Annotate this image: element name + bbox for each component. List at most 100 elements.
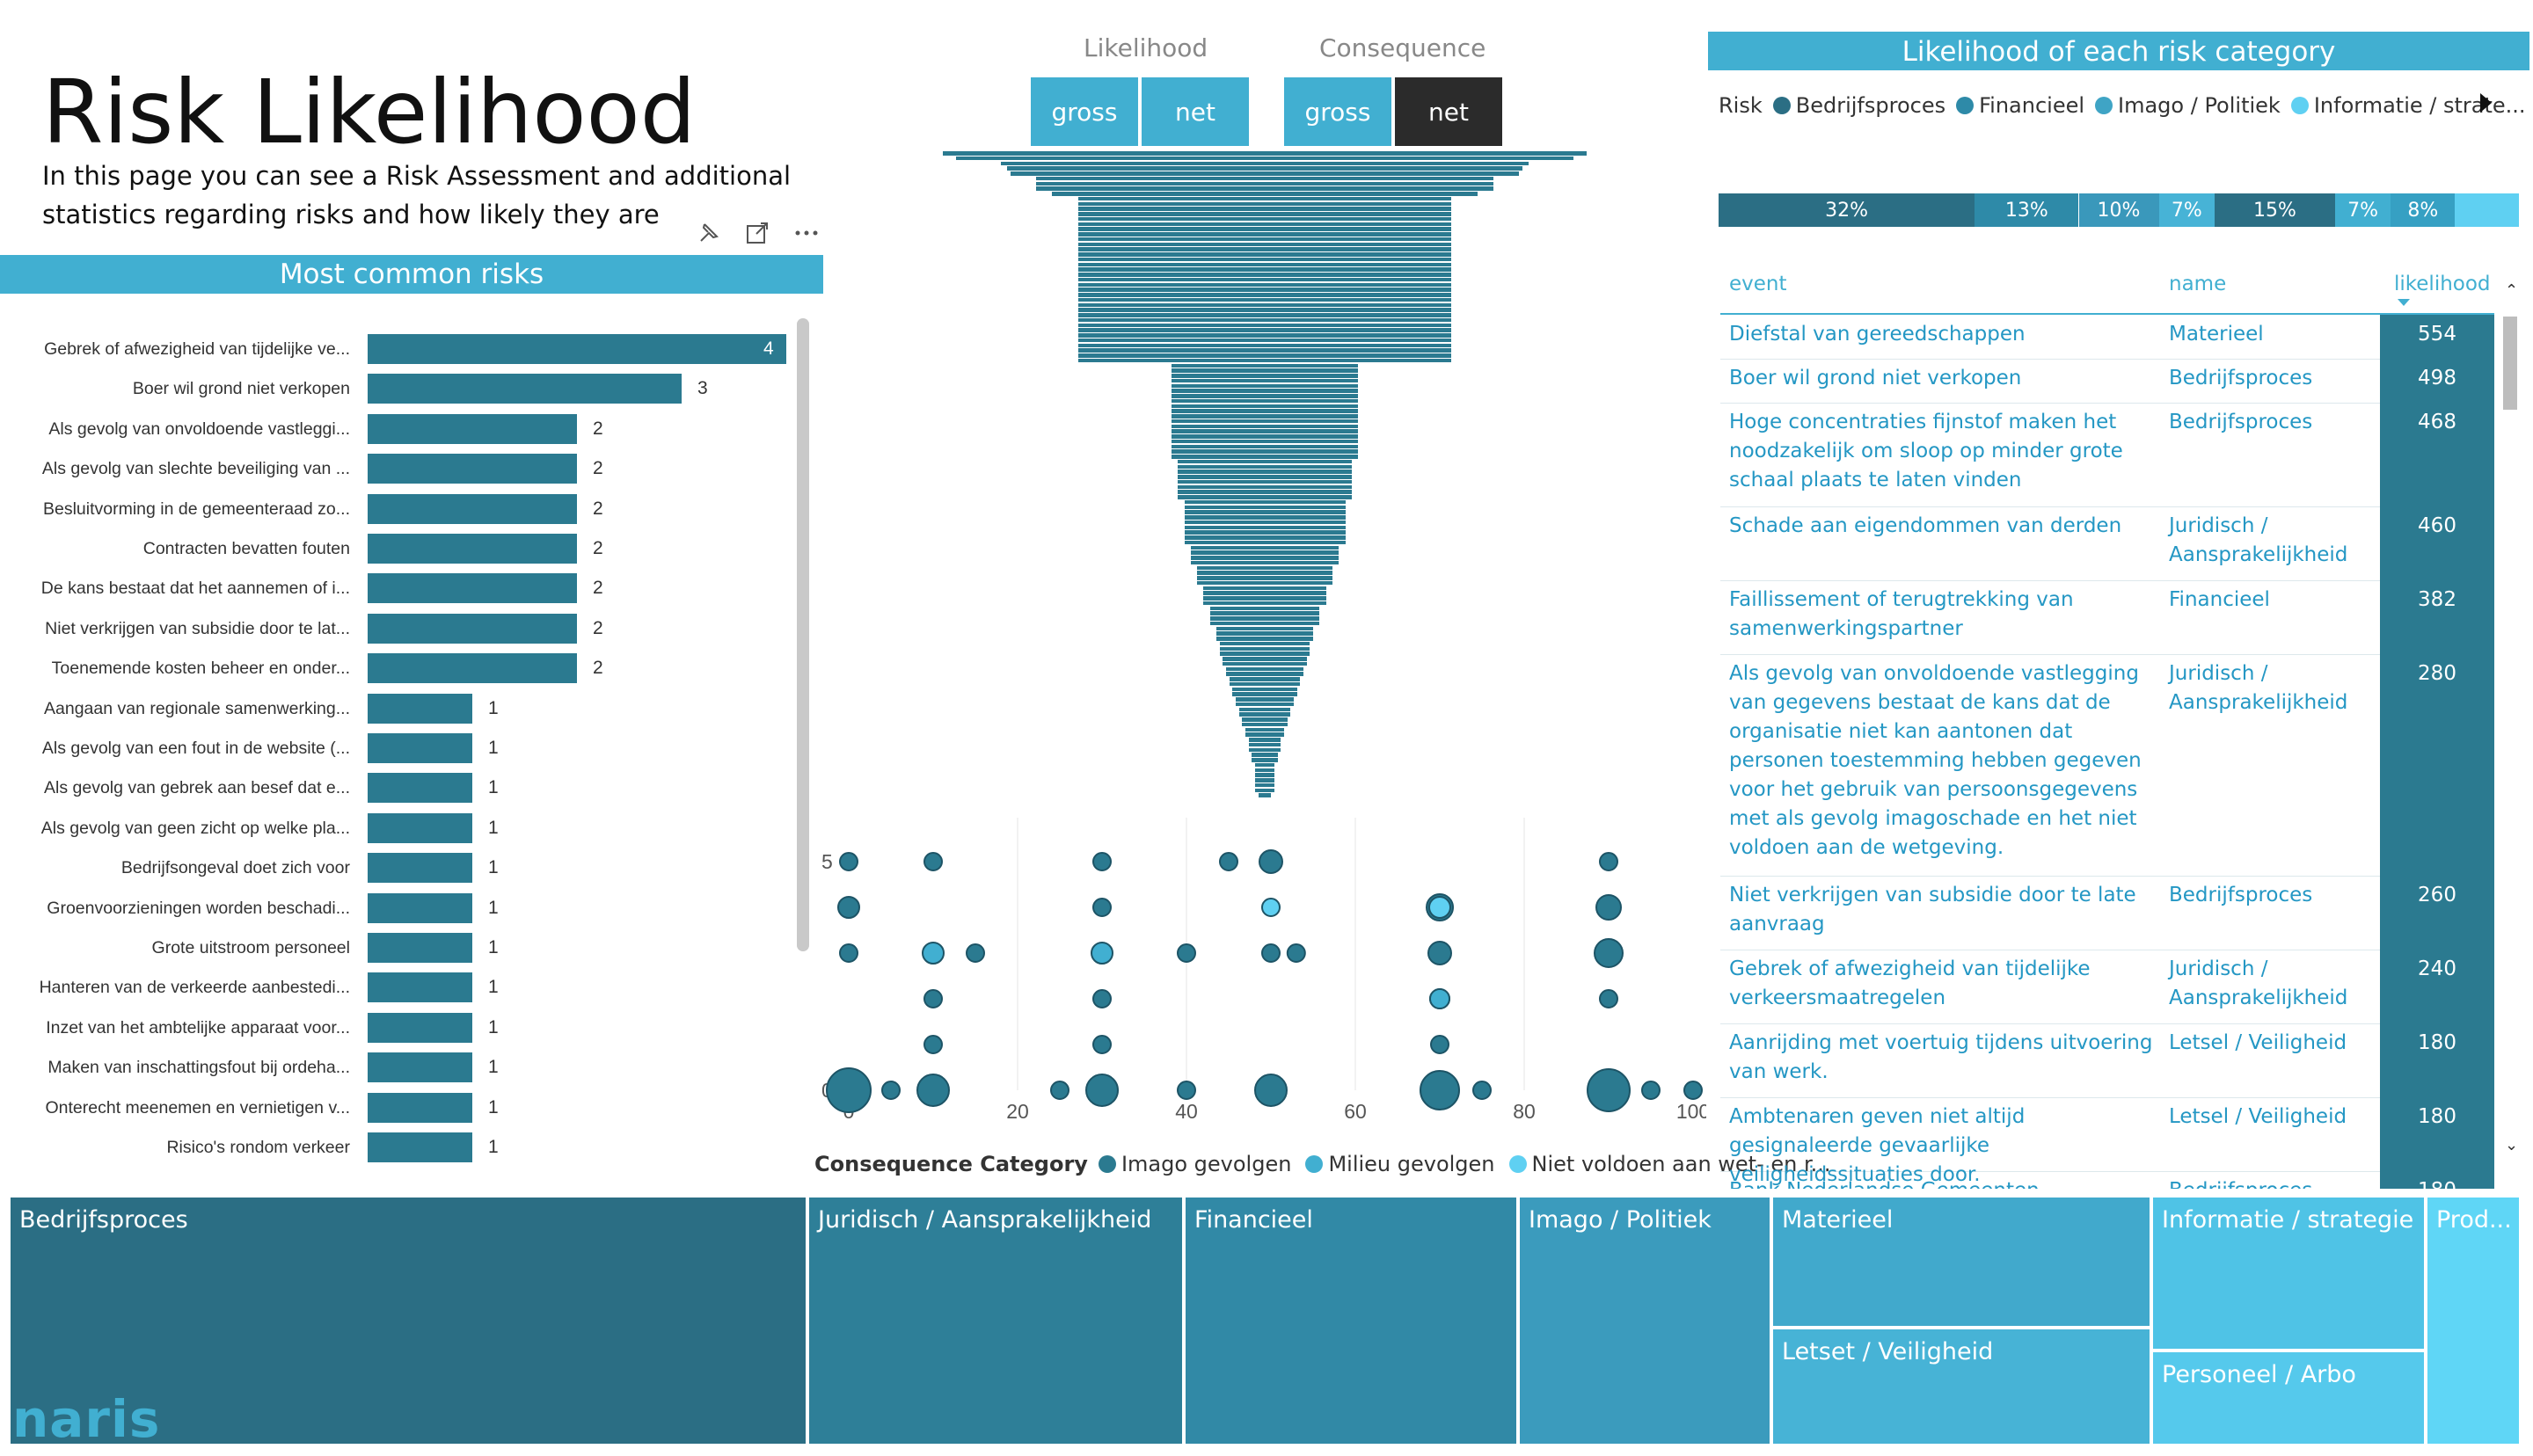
funnel-bar[interactable] — [1236, 702, 1294, 707]
funnel-bar[interactable] — [1223, 661, 1307, 666]
cell-name[interactable]: Bedrijfsproces — [2169, 367, 2313, 389]
scatter-point[interactable] — [1430, 1035, 1449, 1054]
funnel-bar[interactable] — [1178, 479, 1352, 484]
funnel-bar[interactable] — [1077, 328, 1452, 332]
funnel-bar[interactable] — [1197, 580, 1332, 586]
cell-name[interactable]: Bedrijfsproces — [2169, 1176, 2362, 1189]
consequence-net-button[interactable]: net — [1395, 77, 1502, 146]
consequence-gross-button[interactable]: gross — [1284, 77, 1391, 146]
percent-segment[interactable]: 15% — [2215, 193, 2335, 227]
table-scrollbar-thumb[interactable] — [2503, 317, 2517, 410]
bar-row[interactable]: Groenvoorzieningen worden beschadi... 1 — [0, 892, 792, 925]
cell-event[interactable]: Gebrek of afwezigheid van tijdelijke ver… — [1729, 957, 2091, 1009]
funnel-bar[interactable] — [1255, 778, 1274, 783]
scatter-point[interactable] — [1427, 941, 1452, 965]
funnel-bar[interactable] — [1226, 666, 1303, 672]
bar[interactable] — [368, 693, 472, 724]
funnel-bar[interactable] — [1184, 540, 1346, 545]
scatter-point[interactable] — [1219, 852, 1238, 871]
cell-event[interactable]: Schade aan eigendommen van derden — [1729, 514, 2122, 537]
funnel-bar[interactable] — [1036, 181, 1493, 186]
cell-event[interactable]: Als gevolg van onvoldoende vastlegging v… — [1729, 662, 2142, 859]
funnel-bar[interactable] — [1171, 374, 1359, 378]
table-row[interactable]: Bank Nederlandse Gemeenten Bedrijfsproces… — [1720, 1171, 2494, 1189]
funnel-bar[interactable] — [1171, 434, 1359, 439]
scatter-point[interactable] — [1254, 1074, 1288, 1107]
legend-imago-gevolgen[interactable]: Imago gevolgen — [1121, 1152, 1292, 1176]
funnel-bar[interactable] — [1248, 742, 1281, 747]
funnel-bar[interactable] — [1077, 262, 1452, 267]
bar[interactable] — [368, 374, 682, 404]
funnel-bar[interactable] — [1010, 171, 1520, 176]
treemap-materieel[interactable]: Materieel — [1773, 1198, 2150, 1326]
scatter-point[interactable] — [1177, 943, 1196, 963]
funnel-bar[interactable] — [1077, 273, 1452, 277]
bar-row[interactable]: Als gevolg van een fout in de website (.… — [0, 733, 792, 765]
bar-row[interactable]: Als gevolg van gebrek aan besef dat e...… — [0, 773, 792, 804]
funnel-bar[interactable] — [1171, 404, 1359, 409]
scatter-point[interactable] — [826, 1067, 872, 1113]
scatter-point[interactable] — [1599, 852, 1618, 871]
funnel-bar[interactable] — [1184, 515, 1346, 520]
bar[interactable] — [368, 534, 577, 564]
funnel-bar[interactable] — [1219, 652, 1310, 656]
treemap-financieel[interactable]: Financieel — [1186, 1198, 1516, 1444]
bar-row[interactable]: Maken van inschattingsfout bij ordeha...… — [0, 1052, 792, 1084]
funnel-bar[interactable] — [955, 156, 1574, 161]
cell-event[interactable]: Faillissement of terugtrekking van samen… — [1729, 588, 2074, 640]
funnel-bar[interactable] — [1052, 192, 1478, 196]
table-row[interactable]: Niet verkrijgen van subsidie door te lat… — [1720, 876, 2494, 950]
funnel-bar[interactable] — [1077, 242, 1452, 247]
funnel-bar[interactable] — [1203, 591, 1326, 595]
funnel-bar[interactable] — [1190, 556, 1339, 560]
funnel-bar[interactable] — [1171, 419, 1359, 424]
pin-icon[interactable] — [695, 220, 721, 246]
scatter-point[interactable] — [1091, 942, 1113, 965]
cell-name[interactable]: Juridisch / Aansprakelijkheid — [2169, 514, 2348, 566]
cell-event[interactable]: Bank Nederlandse Gemeenten — [1729, 1176, 2160, 1189]
funnel-bar[interactable] — [1209, 611, 1320, 615]
funnel-bar[interactable] — [1077, 288, 1452, 292]
table-row[interactable]: Ambtenaren geven niet altijd gesignaleer… — [1720, 1097, 2494, 1186]
scatter-point[interactable] — [837, 896, 860, 919]
bar[interactable] — [368, 334, 786, 364]
funnel-bar[interactable] — [1190, 550, 1339, 555]
funnel-bar[interactable] — [1077, 302, 1452, 308]
funnel-bar[interactable] — [1252, 753, 1278, 757]
funnel-bar[interactable] — [1245, 727, 1284, 732]
percent-segment[interactable]: 8% — [2391, 193, 2456, 227]
scatter-point[interactable] — [1286, 943, 1306, 963]
table-row[interactable]: Boer wil grond niet verkopen Bedrijfsproc… — [1720, 359, 2494, 404]
scatter-point[interactable] — [1641, 1081, 1661, 1100]
funnel-bar[interactable] — [1178, 459, 1352, 464]
column-header-likelihood[interactable]: likelihood — [2394, 273, 2491, 295]
funnel-bar[interactable] — [1226, 672, 1303, 676]
bar-row[interactable]: Hanteren van de verkeerde aanbestedi... 1 — [0, 972, 792, 1004]
bar-row[interactable]: Boer wil grond niet verkopen 3 — [0, 374, 792, 405]
legend-niet-voldoen[interactable]: Niet voldoen aan wet- en r... — [1531, 1152, 1831, 1176]
funnel-bar[interactable] — [1077, 358, 1452, 363]
scatter-point[interactable] — [923, 989, 943, 1008]
scroll-down-icon[interactable]: ⌄ — [2505, 1136, 2519, 1154]
bar-chart-scrollbar[interactable] — [797, 318, 809, 951]
funnel-bar[interactable] — [1077, 232, 1452, 237]
bar-row[interactable]: Gebrek of afwezigheid van tijdelijke ve.… — [0, 334, 792, 366]
funnel-bar[interactable] — [943, 151, 1587, 156]
funnel-bar[interactable] — [1184, 520, 1346, 525]
percent-segment[interactable]: 7% — [2158, 193, 2215, 227]
bar[interactable] — [368, 892, 472, 923]
funnel-bar[interactable] — [1171, 398, 1359, 404]
funnel-bar[interactable] — [1178, 464, 1352, 470]
funnel-bar[interactable] — [1236, 697, 1294, 702]
percent-segment[interactable]: 13% — [1975, 193, 2079, 227]
table-row[interactable]: Gebrek of afwezigheid van tijdelijke ver… — [1720, 950, 2494, 1024]
cell-name[interactable]: Letsel / Veiligheid — [2169, 1031, 2347, 1054]
treemap-juridisch[interactable]: Juridisch / Aansprakelijkheid — [809, 1198, 1182, 1444]
scatter-point[interactable] — [1429, 988, 1450, 1009]
funnel-bar[interactable] — [1077, 257, 1452, 262]
funnel-bar[interactable] — [1178, 470, 1352, 474]
funnel-bar[interactable] — [1242, 722, 1288, 727]
bar-row[interactable]: Niet verkrijgen van subsidie door te lat… — [0, 613, 792, 645]
bar-row[interactable]: Als gevolg van slechte beveiliging van .… — [0, 454, 792, 485]
percent-segment[interactable]: 7% — [2334, 193, 2391, 227]
